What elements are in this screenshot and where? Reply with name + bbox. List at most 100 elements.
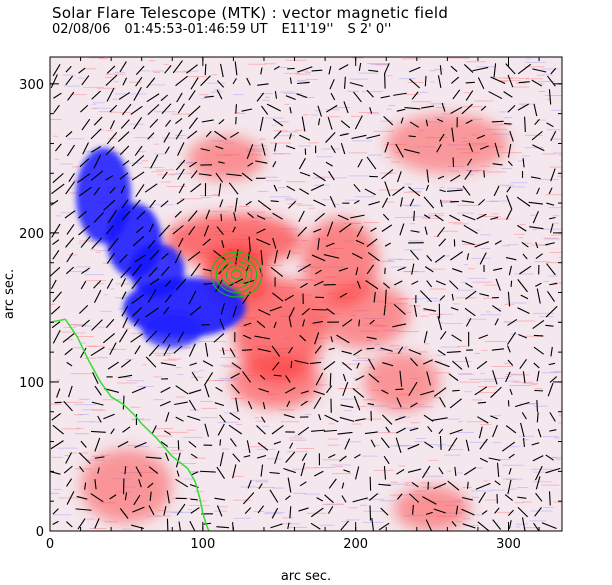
field-vector: [216, 89, 223, 100]
field-vector: [329, 373, 332, 387]
field-vector: [172, 225, 184, 235]
field-vector: [437, 349, 446, 356]
field-vector: [409, 78, 421, 89]
field-vector: [231, 362, 242, 370]
field-vector: [449, 214, 461, 222]
field-vector: [232, 226, 236, 233]
field-vector: [149, 278, 160, 286]
field-vector: [51, 223, 61, 238]
field-vector: [384, 141, 389, 153]
field-vector: [234, 197, 238, 212]
field-vector: [548, 362, 556, 366]
field-vector: [441, 102, 446, 112]
field-vector: [461, 200, 475, 203]
field-vector: [452, 389, 460, 392]
field-vector: [147, 132, 155, 140]
field-vector: [548, 491, 551, 506]
field-vector: [483, 170, 486, 178]
field-vector: [369, 107, 373, 114]
field-vector: [439, 330, 447, 340]
field-vector: [145, 356, 157, 368]
field-vector: [176, 198, 185, 205]
field-vector: [393, 92, 407, 96]
field-vector: [118, 329, 128, 343]
field-vector: [50, 74, 58, 89]
field-vector: [106, 87, 115, 102]
field-vector: [310, 184, 325, 191]
field-vector: [408, 135, 416, 138]
field-vector: [436, 144, 442, 153]
field-vector: [269, 306, 282, 312]
field-vector: [190, 507, 200, 514]
field-vector: [109, 187, 116, 194]
field-vector: [465, 317, 472, 327]
field-vector: [119, 145, 130, 156]
field-vector: [93, 212, 105, 223]
field-vector: [50, 199, 59, 206]
field-vector: [90, 146, 102, 153]
field-vector: [188, 389, 202, 395]
field-vector: [341, 361, 352, 371]
field-vector: [461, 508, 475, 516]
field-vector: [410, 402, 418, 408]
field-vector: [396, 469, 405, 475]
field-vector: [547, 382, 554, 397]
field-vector: [94, 479, 97, 490]
field-vector: [517, 307, 530, 314]
field-vector: [508, 265, 512, 276]
field-vector: [465, 439, 470, 452]
field-vector: [243, 492, 255, 505]
field-vector: [107, 210, 117, 224]
field-vector: [461, 240, 475, 246]
field-vector: [272, 237, 277, 249]
field-vector: [270, 266, 284, 277]
field-vector: [501, 441, 516, 452]
field-vector: [175, 385, 189, 395]
field-vector: [149, 249, 160, 261]
field-vector: [301, 453, 308, 462]
field-vector: [285, 375, 291, 383]
field-vector: [409, 427, 419, 432]
negative-polarity-layer: [75, 147, 246, 348]
field-vector: [312, 320, 323, 324]
field-vector: [507, 74, 514, 88]
field-vector: [412, 504, 414, 515]
field-vector: [396, 397, 402, 408]
field-vector: [122, 317, 129, 329]
field-vector: [517, 224, 527, 232]
positive-region: [393, 486, 471, 531]
field-vector: [132, 506, 145, 513]
field-vector: [524, 116, 526, 133]
field-vector: [131, 276, 142, 290]
field-vector: [145, 456, 162, 460]
field-vector: [311, 69, 323, 72]
field-vector: [284, 387, 296, 394]
field-vector: [297, 226, 308, 237]
field-vector: [397, 346, 404, 354]
field-vector: [326, 221, 334, 237]
field-vector: [509, 130, 514, 142]
observation-date: 02/08/06: [52, 22, 111, 37]
field-vector: [464, 307, 476, 317]
field-vector: [78, 225, 90, 236]
field-vector: [76, 495, 88, 500]
field-vector: [508, 520, 512, 529]
field-vector: [550, 130, 557, 142]
field-vector: [190, 498, 198, 501]
field-vector: [399, 370, 403, 387]
field-vector: [490, 386, 502, 398]
field-vector: [383, 63, 390, 75]
field-vector: [272, 361, 280, 371]
field-vector: [165, 412, 170, 422]
field-vector: [393, 280, 403, 286]
field-vector: [507, 143, 512, 158]
field-vector: [52, 508, 59, 515]
field-vector: [504, 122, 512, 125]
field-vector: [234, 61, 238, 76]
field-vector: [425, 119, 429, 127]
field-vector: [532, 455, 544, 462]
field-vector: [546, 122, 554, 128]
field-vector: [409, 493, 420, 503]
field-vector: [215, 145, 224, 150]
negative-region: [141, 311, 203, 348]
